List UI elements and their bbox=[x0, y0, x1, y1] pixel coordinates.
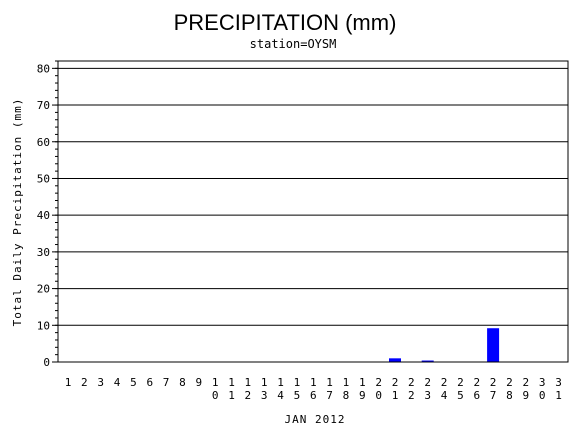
x-tick-label: 8 bbox=[179, 376, 186, 389]
chart-title: PRECIPITATION (mm) bbox=[174, 10, 397, 35]
y-tick-label: 60 bbox=[37, 136, 50, 149]
x-tick-label: 1 bbox=[65, 376, 72, 389]
y-ticks: 0 10 20 30 40 50 60 70 80 bbox=[37, 60, 58, 369]
x-tick-label: 6 bbox=[146, 376, 153, 389]
y-tick-label: 20 bbox=[37, 283, 50, 296]
y-axis-label: Total Daily Precipitation (mm) bbox=[11, 98, 24, 327]
plot-frame bbox=[57, 60, 569, 363]
x-axis-label: JAN 2012 bbox=[285, 413, 346, 426]
bar-day-27 bbox=[487, 328, 500, 362]
grid-lines bbox=[58, 67, 568, 326]
bar-day-21 bbox=[389, 358, 401, 362]
y-tick-label: 50 bbox=[37, 172, 50, 185]
x-tick-label: 3 bbox=[97, 376, 104, 389]
y-tick-label: 10 bbox=[37, 319, 50, 332]
y-tick-label: 40 bbox=[37, 209, 50, 222]
bars bbox=[389, 328, 500, 362]
chart-subtitle: station=OYSM bbox=[250, 37, 337, 51]
x-tick-label: 4 bbox=[114, 376, 121, 389]
x-tick-label: 2 bbox=[81, 376, 88, 389]
y-tick-label: 70 bbox=[37, 99, 50, 112]
x-ticks: 1 2 3 4 5 6 7 8 9 1 01 11 21 31 41 51 61 71 81 92 02 12 22 32 42… bbox=[65, 376, 562, 402]
bar-day-23 bbox=[421, 360, 434, 362]
x-tick-label: 9 bbox=[195, 376, 202, 389]
y-tick-label: 30 bbox=[37, 246, 50, 259]
y-tick-label: 80 bbox=[37, 62, 50, 75]
x-tick-label: 5 bbox=[130, 376, 137, 389]
y-tick-label: 0 bbox=[43, 356, 50, 369]
x-tick-label: 7 bbox=[163, 376, 170, 389]
